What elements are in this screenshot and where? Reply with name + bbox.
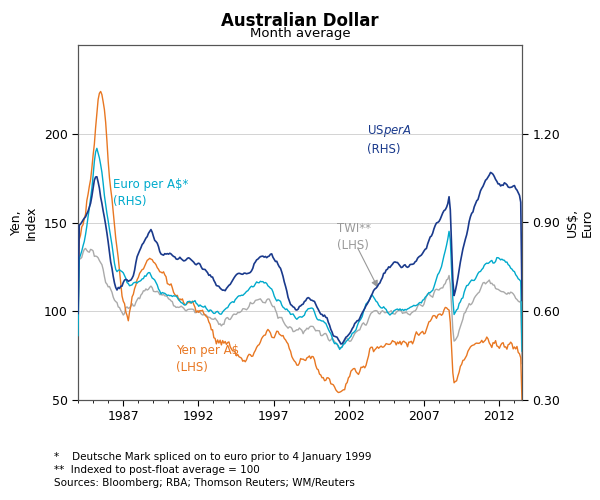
Y-axis label: US$,
Euro: US$, Euro [566,208,594,237]
Text: Yen per A$
(LHS): Yen per A$ (LHS) [176,344,239,374]
Text: Sources: Bloomberg; RBA; Thomson Reuters; WM/Reuters: Sources: Bloomberg; RBA; Thomson Reuters… [54,478,355,488]
Text: *    Deutsche Mark spliced on to euro prior to 4 January 1999: * Deutsche Mark spliced on to euro prior… [54,452,371,462]
Text: **  Indexed to post-float average = 100: ** Indexed to post-float average = 100 [54,465,260,475]
Text: Month average: Month average [250,28,350,40]
Text: Australian Dollar: Australian Dollar [221,12,379,30]
Text: TWI**
(LHS): TWI** (LHS) [337,222,371,252]
Text: US$ per A$
(RHS): US$ per A$ (RHS) [367,123,412,156]
Y-axis label: Yen,
Index: Yen, Index [10,206,38,240]
Text: Euro per A$*
(RHS): Euro per A$* (RHS) [113,178,188,208]
